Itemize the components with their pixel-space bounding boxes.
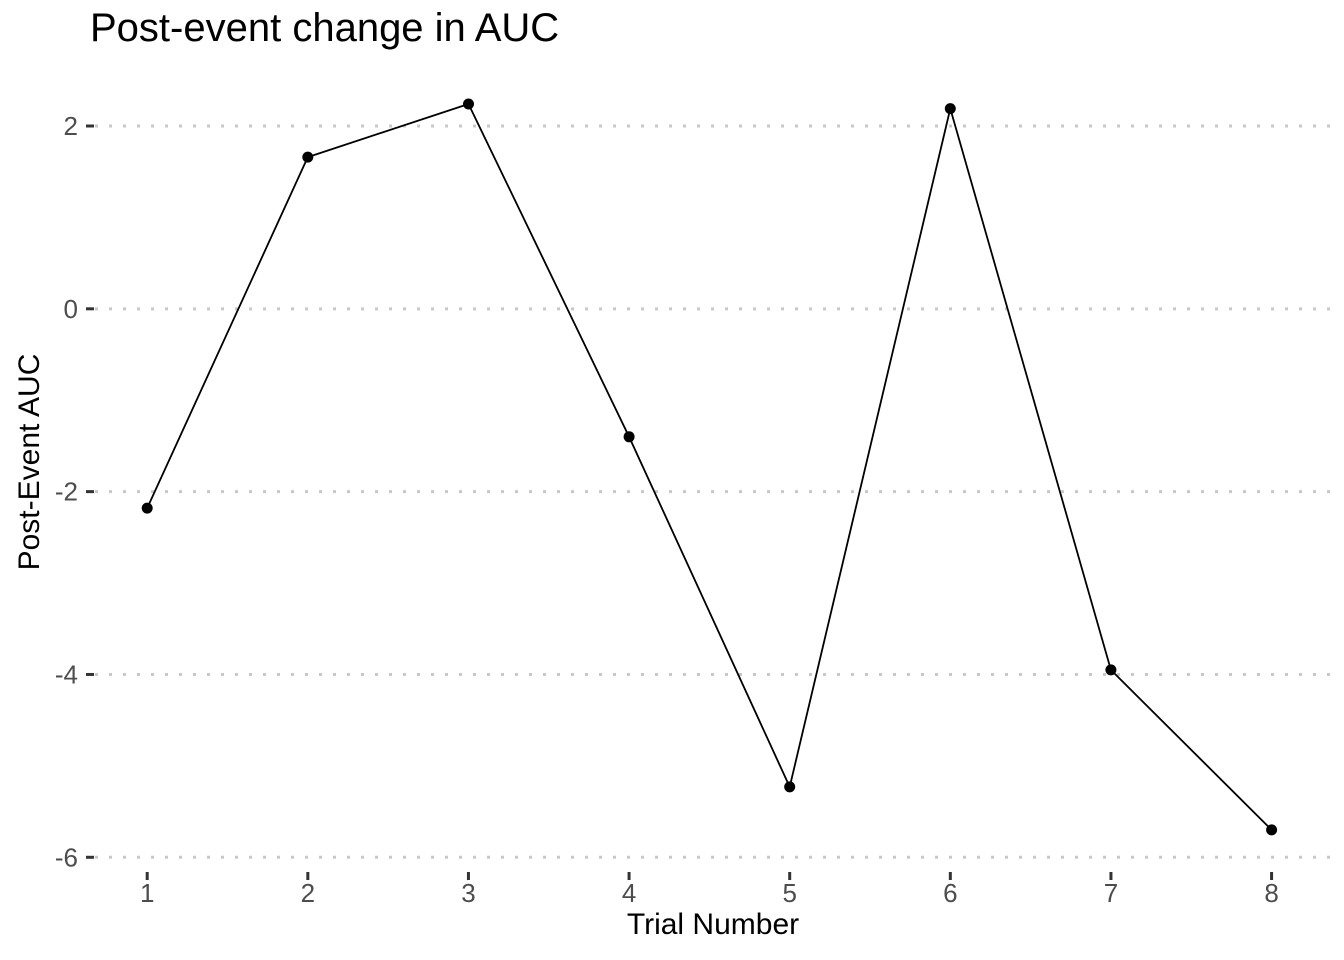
y-tick-label: -2 [55,477,78,507]
x-tick-label: 4 [622,878,636,908]
data-point-6 [944,103,956,115]
x-tick-label: 6 [943,878,957,908]
x-tick-label: 3 [461,878,475,908]
x-tick-label: 2 [301,878,315,908]
x-tick-label: 5 [782,878,796,908]
y-tick-label: 0 [64,294,78,324]
data-point-2 [302,151,314,163]
data-point-8 [1266,824,1278,836]
x-tick-label: 7 [1104,878,1118,908]
x-tick-label: 8 [1264,878,1278,908]
chart-title: Post-event change in AUC [90,6,560,50]
y-tick-label: -4 [55,659,78,689]
x-axis-title: Trial Number [626,908,800,941]
data-point-4 [623,431,635,443]
data-point-5 [784,781,796,793]
data-point-3 [463,98,474,110]
data-point-1 [141,502,153,514]
data-point-7 [1105,664,1117,676]
y-tick-label: -6 [55,842,78,872]
series-line-0 [146,103,1273,831]
y-tick-label: 2 [64,111,78,141]
x-tick-label: 1 [140,878,154,908]
